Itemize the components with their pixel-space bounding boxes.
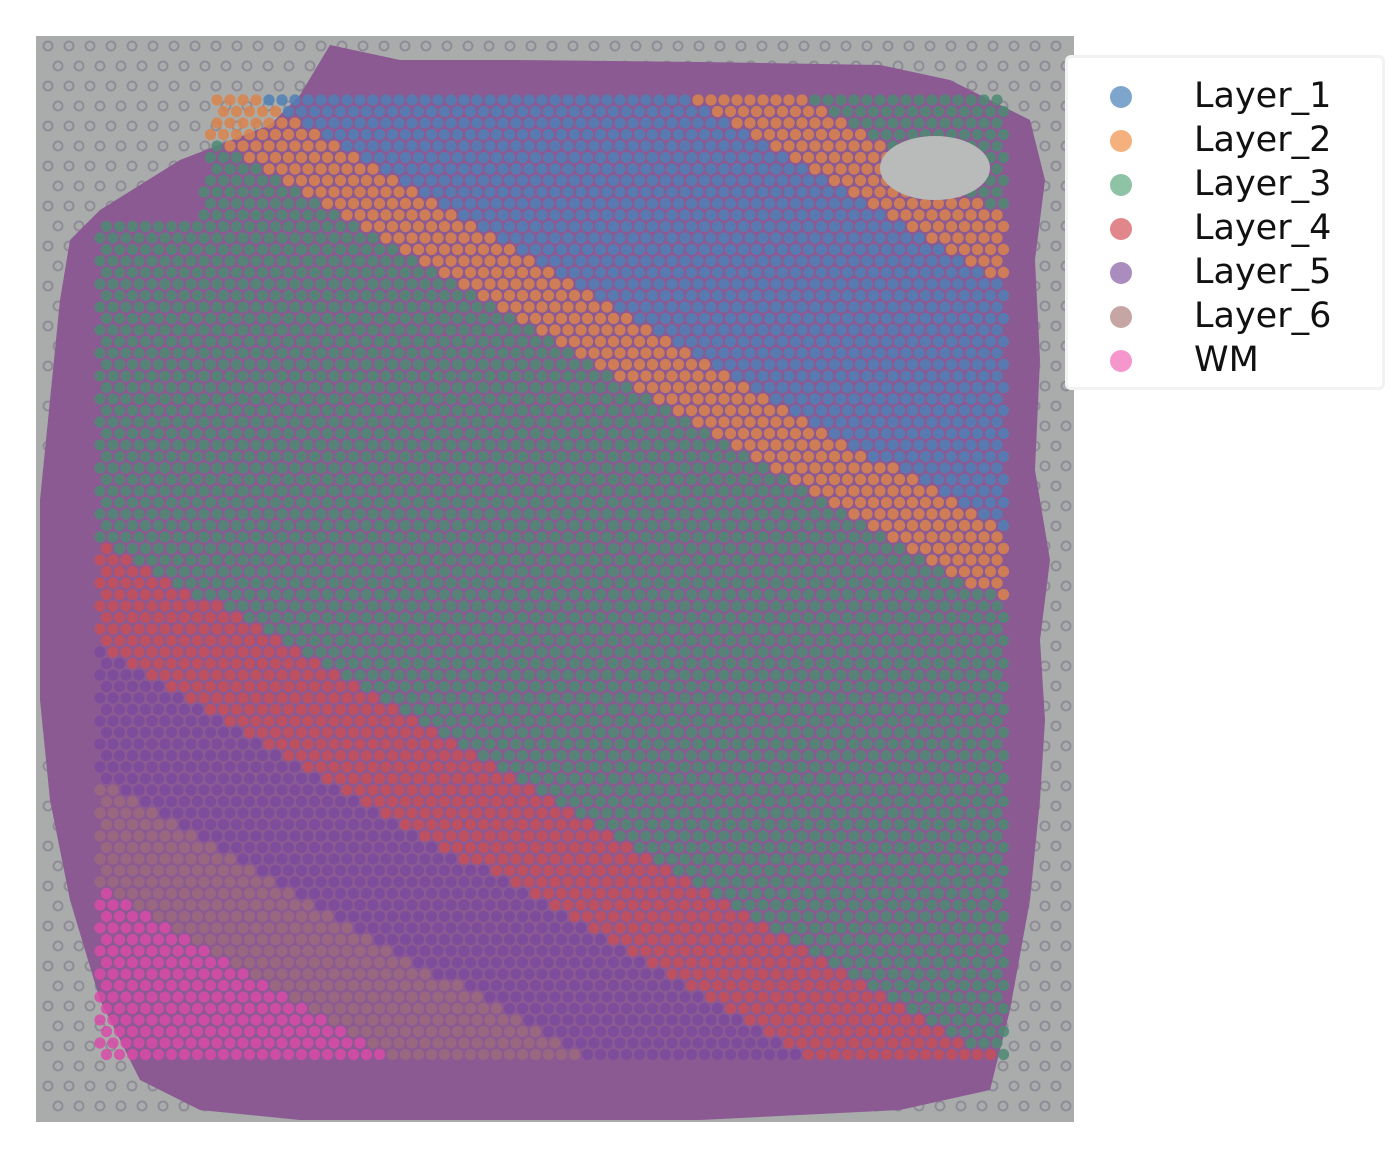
legend-dot-layer-1 [1110, 86, 1132, 108]
legend-dot-layer-5 [1110, 262, 1132, 284]
legend-label: Layer_2 [1194, 120, 1332, 160]
legend-label: Layer_5 [1194, 252, 1332, 292]
legend-label: Layer_4 [1194, 208, 1332, 248]
legend-dot-layer-3 [1110, 174, 1132, 196]
legend-dot-layer-6 [1110, 306, 1132, 328]
legend-label: Layer_6 [1194, 296, 1332, 336]
legend-item-layer-1: Layer_1 [1068, 74, 1388, 118]
tissue-hole [880, 136, 990, 200]
legend-item-layer-4: Layer_4 [1068, 206, 1388, 250]
legend-dot-wm [1110, 350, 1132, 372]
legend-item-layer-6: Layer_6 [1068, 294, 1388, 338]
legend-item-layer-3: Layer_3 [1068, 162, 1388, 206]
legend-dot-layer-2 [1110, 130, 1132, 152]
legend-label: Layer_3 [1194, 164, 1332, 204]
legend-item-wm: WM [1068, 338, 1388, 382]
legend-label: Layer_1 [1194, 76, 1332, 116]
legend-item-layer-2: Layer_2 [1068, 118, 1388, 162]
legend: Layer_1 Layer_2 Layer_3 Layer_4 Layer_5 … [1065, 55, 1385, 390]
legend-label: WM [1194, 340, 1259, 380]
legend-item-layer-5: Layer_5 [1068, 250, 1388, 294]
expression-spots [94, 94, 1010, 1061]
legend-dot-layer-4 [1110, 218, 1132, 240]
